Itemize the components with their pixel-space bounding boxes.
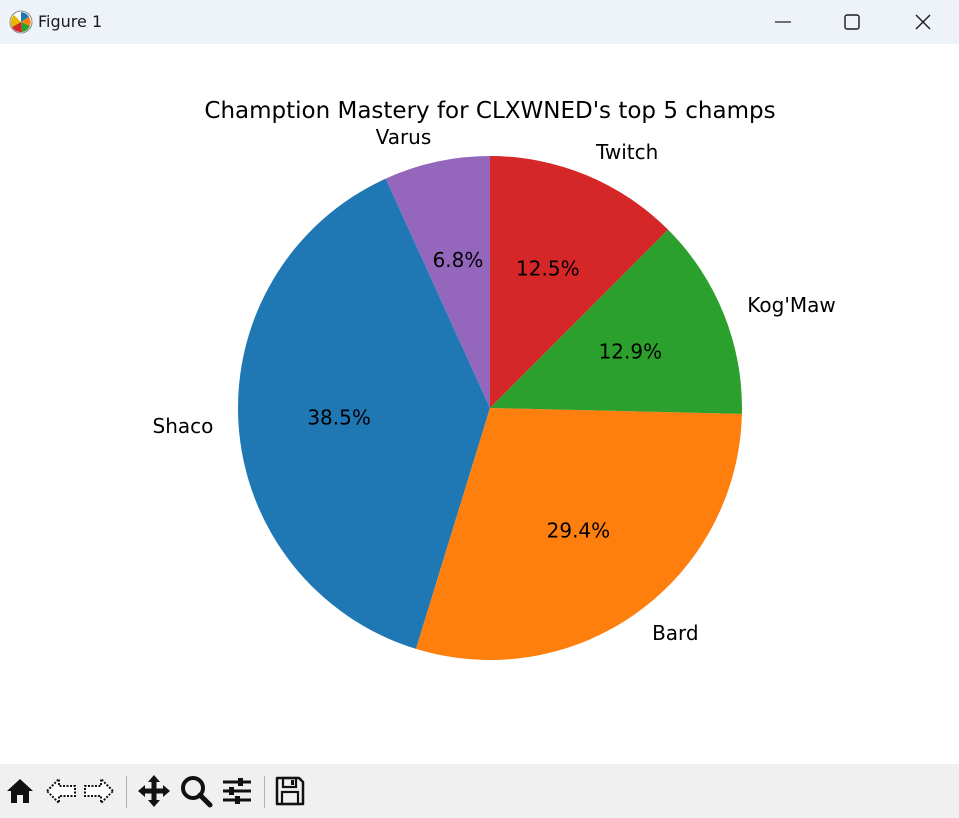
zoom-button[interactable] — [177, 772, 215, 810]
pie-slice-varus — [385, 156, 490, 408]
slice-percent-twitch: 12.5% — [516, 256, 580, 280]
navigation-toolbar — [0, 764, 959, 818]
slice-percent-varus: 6.8% — [433, 248, 484, 272]
zoom-icon — [181, 776, 213, 808]
minimize-button[interactable] — [750, 0, 816, 44]
forward-button[interactable] — [80, 772, 118, 810]
forward-arrow-icon — [84, 776, 115, 806]
back-button[interactable] — [42, 772, 80, 810]
home-icon — [7, 779, 33, 803]
slice-label-twitch: Twitch — [595, 140, 658, 164]
minimize-icon — [775, 21, 791, 23]
slice-label-shaco: Shaco — [153, 414, 214, 438]
configure-subplots-icon — [223, 778, 251, 804]
slice-label-varus: Varus — [376, 125, 432, 149]
slice-label-kog-maw: Kog'Maw — [747, 293, 835, 317]
close-button[interactable] — [890, 0, 956, 44]
slice-percent-bard: 29.4% — [547, 519, 611, 543]
window-title: Figure 1 — [38, 12, 103, 31]
figure-canvas[interactable]: Chamption Mastery for CLXWNED's top 5 ch… — [0, 44, 959, 764]
maximize-button[interactable] — [819, 0, 885, 44]
save-button[interactable] — [271, 772, 309, 810]
close-icon — [915, 14, 931, 30]
matplotlib-icon — [8, 9, 34, 35]
chart-title: Chamption Mastery for CLXWNED's top 5 ch… — [204, 98, 775, 124]
configure-subplots-button[interactable] — [218, 772, 256, 810]
slice-percent-shaco: 38.5% — [307, 406, 371, 430]
toolbar-separator — [126, 776, 127, 808]
toolbar-separator — [264, 776, 265, 808]
pie-slice-kog-maw — [490, 229, 742, 414]
maximize-icon — [844, 14, 860, 30]
save-icon — [275, 776, 305, 806]
home-button[interactable] — [1, 772, 39, 810]
back-arrow-icon — [45, 776, 76, 806]
slice-label-bard: Bard — [652, 621, 699, 645]
slice-percent-kog-maw: 12.9% — [599, 340, 663, 364]
pan-button[interactable] — [135, 772, 173, 810]
window-titlebar: Figure 1 — [0, 0, 959, 44]
pie-chart: Chamption Mastery for CLXWNED's top 5 ch… — [153, 98, 836, 660]
pie-slice-twitch — [490, 156, 669, 408]
pan-icon — [138, 775, 170, 807]
pie-slice-bard — [415, 408, 742, 660]
pie-slice-shaco — [238, 178, 490, 649]
